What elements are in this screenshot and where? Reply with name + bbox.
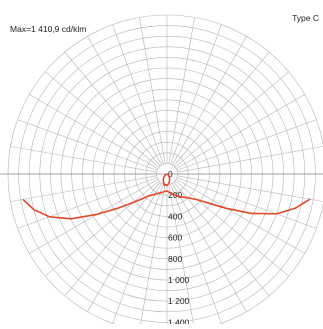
grid-ring-1500 (7, 14, 323, 324)
grid-spoke-110 (112, 183, 164, 324)
radial-tick-label: 1 000 (168, 275, 190, 285)
grid-spoke-60 (172, 183, 247, 312)
grid-spoke-130 (64, 181, 161, 296)
grid-spoke-340 (176, 119, 317, 171)
intensity-curves (22, 173, 311, 220)
grid-spoke-190 (10, 146, 157, 173)
grid-spoke-30 (176, 179, 305, 254)
grid-spoke-300 (172, 36, 247, 165)
photometry-type-label: Type C (292, 13, 319, 23)
radial-tick-label: 800 (168, 254, 182, 264)
grid-spoke-170 (10, 175, 157, 202)
grid-spoke-40 (174, 180, 289, 277)
grid-spoke-240 (87, 36, 162, 165)
grid-spoke-70 (170, 183, 222, 324)
grid-spoke-290 (170, 24, 222, 165)
grid-spoke-100 (140, 184, 166, 324)
grid-spoke-50 (173, 181, 270, 296)
grid-spoke-220 (45, 71, 160, 168)
intensity-curve-1 (22, 190, 311, 220)
grid-spoke-150 (29, 179, 158, 254)
grid-spoke-160 (17, 177, 158, 229)
grid-spoke-20 (176, 177, 317, 229)
radial-tick-label: 1 200 (168, 296, 190, 306)
radial-tick-label: 600 (168, 233, 182, 243)
grid-spoke-320 (174, 71, 289, 168)
grid-spoke-310 (173, 52, 270, 167)
grid-spoke-140 (45, 180, 160, 277)
radial-tick-label: 0 (168, 169, 173, 179)
polar-grid (0, 14, 323, 324)
grid-spoke-10 (177, 175, 323, 202)
max-intensity-label: Max=1 410,9 cd/klm (10, 24, 87, 34)
grid-spoke-350 (177, 146, 323, 173)
grid-spoke-200 (17, 119, 158, 171)
grid-spoke-80 (168, 184, 194, 324)
radial-tick-label: 1 400 (168, 317, 190, 324)
grid-spoke-330 (176, 94, 305, 169)
grid-spoke-210 (29, 94, 158, 169)
grid-spoke-230 (64, 52, 161, 167)
radial-tick-label: 400 (168, 211, 182, 221)
grid-spoke-250 (112, 24, 164, 165)
grid-spoke-260 (139, 17, 166, 164)
grid-spoke-280 (168, 17, 195, 164)
intensity-curve-0 (162, 173, 171, 187)
grid-spoke-120 (87, 183, 162, 312)
